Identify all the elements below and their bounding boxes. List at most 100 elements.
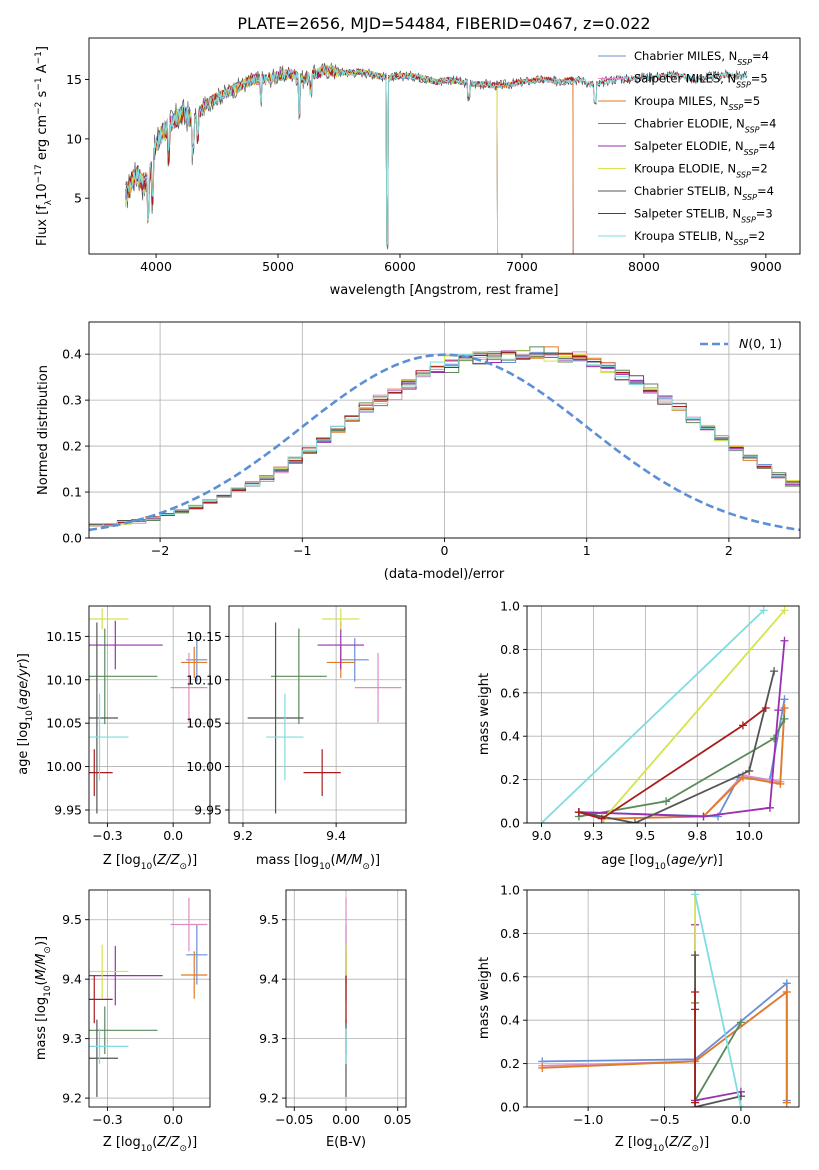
- x-tick-label: 9.0: [532, 828, 552, 843]
- weight-marker: [736, 1018, 745, 1027]
- x-tick-label: 7000: [506, 259, 538, 274]
- x-tick-label: 10.0: [735, 828, 763, 843]
- x-tick-label: 1: [583, 543, 591, 558]
- weight-marker: [759, 606, 768, 615]
- axes-border: [88, 37, 801, 255]
- errorbar-chabrier-stelib: [247, 622, 304, 814]
- weight-line: [694, 1002, 742, 1104]
- histogram-chabrier-miles: [89, 351, 800, 538]
- errorbar-kroupa-miles: [181, 646, 208, 679]
- weight-marker: [782, 987, 791, 996]
- errorbar-kroupa-elodie: [89, 608, 129, 630]
- y-tick-label: 9.2: [62, 1091, 82, 1106]
- y-tick-label: 1.0: [500, 599, 520, 614]
- x-tick-label: 8000: [628, 259, 660, 274]
- weight-marker: [538, 1063, 547, 1072]
- spectrum-kroupa-miles: [125, 65, 574, 254]
- panel-residual_hist: −2 −1 0 1 2 0.0 0.1 0.2 0.3 0.4 N(0, 1) (data-model…: [36, 321, 801, 582]
- plot-area: [89, 897, 208, 1097]
- errorbar-salpeter-stelib: [89, 975, 113, 1024]
- axes-border: [88, 889, 211, 1108]
- y-tick-label: 9.4: [259, 972, 279, 987]
- weight-salpeter-stelib: [691, 987, 700, 1107]
- x-tick-label: 0.05: [384, 1112, 412, 1127]
- x-tick-label: 0.0: [731, 1112, 751, 1127]
- y-tick-label: 15: [66, 72, 82, 87]
- y-tick-label: 0.4: [500, 1013, 520, 1028]
- axes-border: [526, 889, 800, 1108]
- panel-spectrum: 4000 5000 6000 7000 8000 9000 5 10 15 Chabrier MI…: [34, 37, 801, 298]
- weight-marker: [691, 951, 700, 960]
- histogram-kroupa-elodie: [89, 350, 800, 538]
- x-axis-label: mass [log10(M/M⊙)]: [256, 853, 380, 872]
- x-axis-label: Z [log10(Z/Z⊙)]: [103, 1135, 197, 1154]
- x-axis-label: age [log10(age/yr)]: [601, 853, 723, 872]
- errorbar-chabrier-stelib: [89, 1019, 118, 1097]
- plot-area: [538, 890, 791, 1107]
- weight-marker: [738, 773, 747, 782]
- normal-curve: [89, 353, 800, 532]
- x-tick-label: −2: [151, 543, 169, 558]
- errorbar-kroupa-miles: [181, 951, 208, 999]
- histogram-chabrier-stelib: [89, 351, 800, 538]
- histogram-kroupa-stelib: [89, 354, 800, 538]
- y-tick-label: 0.4: [500, 729, 520, 744]
- panel-age_vs_mass: 9.2 9.4 9.95 10.00 10.05 10.10 10.15 mass [log1…: [186, 605, 407, 872]
- y-tick-label: 10.05: [46, 716, 82, 731]
- weight-marker: [537, 819, 546, 823]
- y-tick-label: 9.95: [54, 802, 82, 817]
- weight-marker: [761, 703, 770, 712]
- errorbar-salpeter-elodie: [89, 945, 163, 1006]
- weight-kroupa-elodie: [599, 606, 789, 823]
- weight-line: [603, 707, 786, 820]
- weight-marker: [780, 714, 789, 723]
- y-tick-label: 0.4: [62, 347, 82, 362]
- weight-marker: [782, 979, 791, 988]
- weight-salpeter-elodie: [691, 920, 745, 1105]
- x-axis-label: E(B-V): [326, 1135, 366, 1150]
- weight-line: [578, 718, 786, 818]
- x-tick-label: −0.3: [92, 828, 122, 843]
- legend-label-kroupa-stelib: Kroupa STELIB, NSSP=2: [634, 229, 765, 247]
- x-tick-label: −1: [293, 543, 311, 558]
- x-tick-label: 9.4: [326, 828, 346, 843]
- axes-frame: −1.0 −0.5 0.0 0.0 0.2 0.4 0.6 0.8 1.0: [500, 883, 800, 1127]
- legend-label-salpeter-elodie: Salpeter ELODIE, NSSP=4: [634, 139, 775, 157]
- y-tick-label: 0.0: [500, 1100, 520, 1115]
- weight-kroupa-stelib: [537, 606, 768, 823]
- x-axis-label: wavelength [Angstrom, rest frame]: [330, 283, 559, 298]
- legend-label-salpeter-stelib: Salpeter STELIB, NSSP=3: [634, 207, 773, 225]
- x-tick-label: 9.5: [635, 828, 655, 843]
- errorbar-salpeter-miles: [170, 652, 208, 723]
- weight-kroupa-miles: [599, 703, 789, 823]
- y-tick-label: 0.1: [62, 485, 82, 500]
- weight-salpeter-miles: [599, 703, 789, 823]
- x-axis-label: (data-model)/error: [384, 567, 505, 582]
- weight-marker: [776, 779, 785, 788]
- plot-area: [125, 62, 748, 254]
- errorbar-salpeter-miles: [354, 652, 402, 723]
- y-tick-label: 5: [74, 191, 82, 206]
- errorbar-chabrier-miles: [186, 638, 208, 682]
- weight-marker: [691, 1098, 700, 1107]
- weight-marker: [765, 803, 774, 812]
- y-tick-label: 10.15: [186, 629, 222, 644]
- weight-marker: [770, 667, 779, 676]
- weight-marker: [597, 814, 606, 823]
- x-tick-label: −0.3: [92, 1112, 122, 1127]
- y-tick-label: 10: [66, 131, 82, 146]
- errorbar-kroupa-elodie: [89, 944, 129, 999]
- weight-marker: [745, 766, 754, 775]
- errorbar-chabrier-stelib: [89, 622, 118, 814]
- x-tick-label: 9000: [750, 259, 782, 274]
- axes-frame: 9.0 9.3 9.5 9.8 10.0 0.0 0.2 0.4 0.6 0.8 1.0: [500, 599, 800, 843]
- y-tick-label: 0.2: [500, 772, 520, 787]
- y-axis-label: age [log10(age/yr)]: [16, 653, 35, 775]
- histogram-salpeter-stelib: [89, 352, 800, 538]
- x-tick-label: 9.3: [583, 828, 603, 843]
- weight-marker: [780, 695, 789, 704]
- x-tick-label: −0.5: [649, 1112, 679, 1127]
- y-tick-label: 10.10: [186, 672, 222, 687]
- x-tick-label: 2: [725, 543, 733, 558]
- y-tick-label: 0.0: [62, 531, 82, 546]
